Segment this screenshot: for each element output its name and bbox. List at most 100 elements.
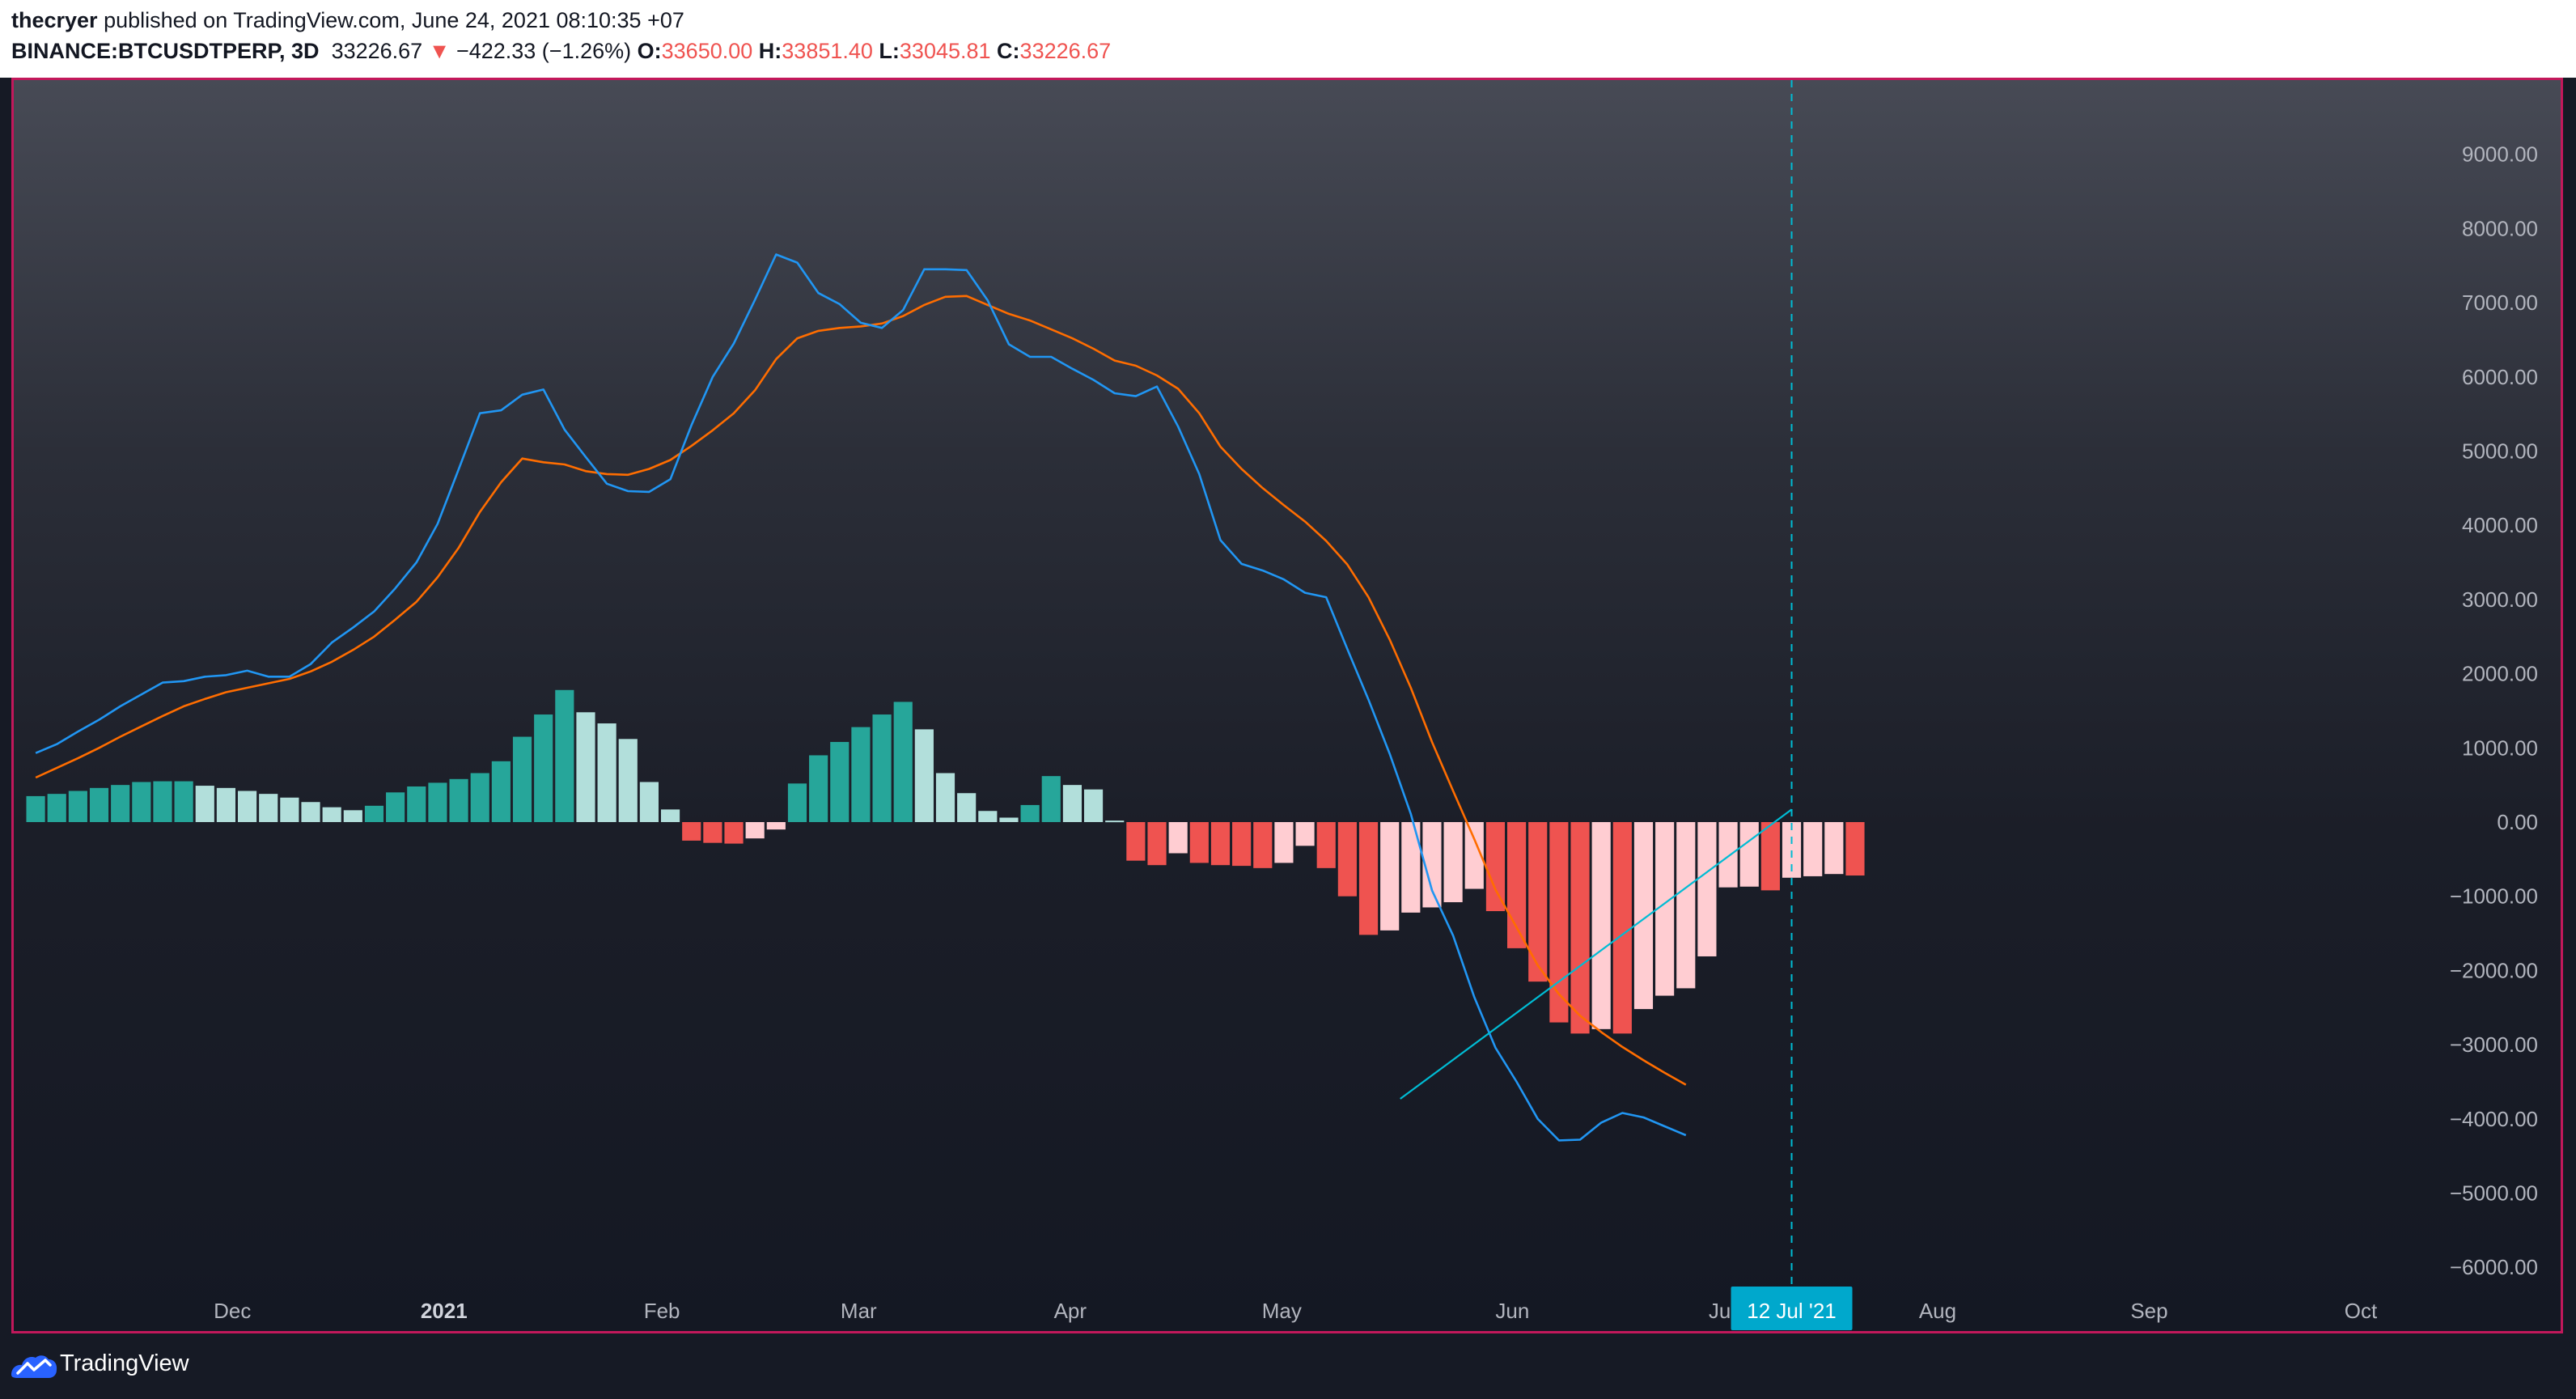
macd-line xyxy=(35,253,1687,1142)
y-tick-label: 7000.00 xyxy=(2462,290,2538,315)
tradingview-brand[interactable]: TradingView xyxy=(60,1350,189,1376)
histogram-bar xyxy=(1316,822,1336,868)
y-tick-label: 3000.00 xyxy=(2462,587,2538,612)
histogram-bar xyxy=(999,817,1019,822)
x-tick-label: Dec xyxy=(214,1299,251,1323)
x-tick-label: May xyxy=(1262,1299,1302,1323)
histogram-bar xyxy=(1041,776,1061,822)
y-tick-label: 9000.00 xyxy=(2462,142,2538,167)
histogram-bar xyxy=(1210,822,1231,866)
histogram-bar xyxy=(1760,822,1780,891)
histogram-bar xyxy=(1591,822,1611,1029)
y-tick-label: −4000.00 xyxy=(2450,1107,2538,1131)
histogram-bar xyxy=(957,793,977,822)
histogram-bar xyxy=(1337,822,1357,897)
y-tick-label: −1000.00 xyxy=(2450,884,2538,909)
histogram-bar xyxy=(1507,822,1527,948)
histogram-bar xyxy=(1358,822,1379,935)
last-price: 33226.67 xyxy=(331,39,423,63)
chart-frame[interactable]: 9000.00 8000.00 7000.00 6000.00 5000.00 4000.… xyxy=(11,78,2563,1333)
histogram-bar xyxy=(724,822,744,844)
histogram-bar xyxy=(280,797,299,822)
histogram-bar xyxy=(449,778,468,822)
histogram-bar xyxy=(1105,820,1125,823)
histogram-bar xyxy=(1232,822,1252,867)
x-tick-label: Apr xyxy=(1054,1299,1087,1323)
histogram-bar xyxy=(1803,822,1823,876)
histogram-bar xyxy=(1147,822,1167,866)
close-value: 33226.67 xyxy=(1019,39,1112,63)
histogram-bar xyxy=(1020,804,1040,822)
high-label: H: xyxy=(758,39,782,63)
histogram-bar xyxy=(1824,822,1844,875)
histogram-bar xyxy=(1485,822,1505,912)
histogram-bar xyxy=(661,809,680,822)
histogram-bar xyxy=(1570,822,1590,1034)
histogram-bar xyxy=(1443,822,1463,903)
histogram-bar xyxy=(111,785,130,822)
y-tick-label: −5000.00 xyxy=(2450,1181,2538,1206)
down-arrow-icon: ▼ xyxy=(428,39,451,63)
low-label: L: xyxy=(879,39,900,63)
publish-info: thecryer published on TradingView.com, J… xyxy=(11,8,684,33)
histogram-bar xyxy=(153,781,172,822)
histogram-bar xyxy=(597,723,616,822)
histogram-bar xyxy=(1782,822,1802,878)
histogram-bar xyxy=(1401,822,1421,913)
price-axis[interactable]: 9000.00 8000.00 7000.00 6000.00 5000.00 4000.… xyxy=(2450,142,2538,1280)
histogram-bar xyxy=(618,739,638,822)
histogram-bar xyxy=(830,741,849,822)
histogram-bar xyxy=(555,689,574,822)
footer: TradingView xyxy=(0,1336,2576,1399)
histogram-bar xyxy=(872,714,892,822)
histogram-bar xyxy=(766,822,786,830)
histogram-bar xyxy=(1422,822,1442,908)
macd-chart[interactable]: 9000.00 8000.00 7000.00 6000.00 5000.00 4000.… xyxy=(14,80,2561,1331)
histogram-bar xyxy=(703,822,722,843)
histogram-bar xyxy=(935,773,955,822)
histogram-bar xyxy=(174,781,193,822)
lines-group xyxy=(35,80,1793,1310)
histogram-bar xyxy=(322,807,341,822)
histogram-bar xyxy=(491,761,511,822)
histogram-bar xyxy=(1295,822,1315,846)
low-value: 33045.81 xyxy=(899,39,991,63)
histogram-bar xyxy=(893,702,913,822)
y-tick-label: 6000.00 xyxy=(2462,365,2538,389)
histogram-bar xyxy=(576,712,595,822)
histogram-bar xyxy=(809,755,828,822)
author-name[interactable]: thecryer xyxy=(11,8,98,32)
y-tick-label: 5000.00 xyxy=(2462,439,2538,464)
x-tick-label: Ju xyxy=(1709,1299,1731,1323)
histogram-bar xyxy=(1655,822,1675,996)
histogram-bar xyxy=(1126,822,1146,861)
histogram-bar xyxy=(534,714,553,822)
histogram-bar xyxy=(512,736,532,822)
histogram-bar xyxy=(259,794,278,822)
open-label: O: xyxy=(637,39,662,63)
symbol-name[interactable]: BINANCE:BTCUSDTPERP, 3D xyxy=(11,39,320,63)
histogram-bar xyxy=(1062,785,1082,822)
tradingview-logo-icon[interactable] xyxy=(10,1350,58,1383)
histogram-bar xyxy=(639,782,659,822)
date-marker-box xyxy=(1731,1287,1853,1330)
histogram-bar xyxy=(216,787,235,822)
histogram-bar xyxy=(428,782,447,822)
y-tick-label: −6000.00 xyxy=(2450,1255,2538,1279)
histogram-bar xyxy=(1274,822,1294,863)
histogram-bar xyxy=(914,729,934,822)
y-tick-label: 4000.00 xyxy=(2462,513,2538,537)
high-value: 33851.40 xyxy=(782,39,873,63)
histogram-bar xyxy=(1718,822,1738,888)
y-tick-label: 0.00 xyxy=(2497,810,2538,834)
histogram-bar xyxy=(238,791,257,822)
histogram-bar xyxy=(1739,822,1759,887)
histogram-bar xyxy=(1168,822,1188,854)
symbol-info: BINANCE:BTCUSDTPERP, 3D 33226.67 ▼ −422.… xyxy=(11,39,1111,64)
histogram-bar xyxy=(745,822,765,839)
date-marker-label: 12 Jul '21 xyxy=(1747,1299,1837,1323)
histogram-bar xyxy=(1549,822,1569,1023)
y-tick-label: 8000.00 xyxy=(2462,216,2538,240)
histogram-bar xyxy=(47,794,66,822)
time-axis[interactable]: Dec 2021 Feb Mar Apr May Jun Ju Aug Sep Oct 12 Jul … xyxy=(214,1287,2378,1330)
